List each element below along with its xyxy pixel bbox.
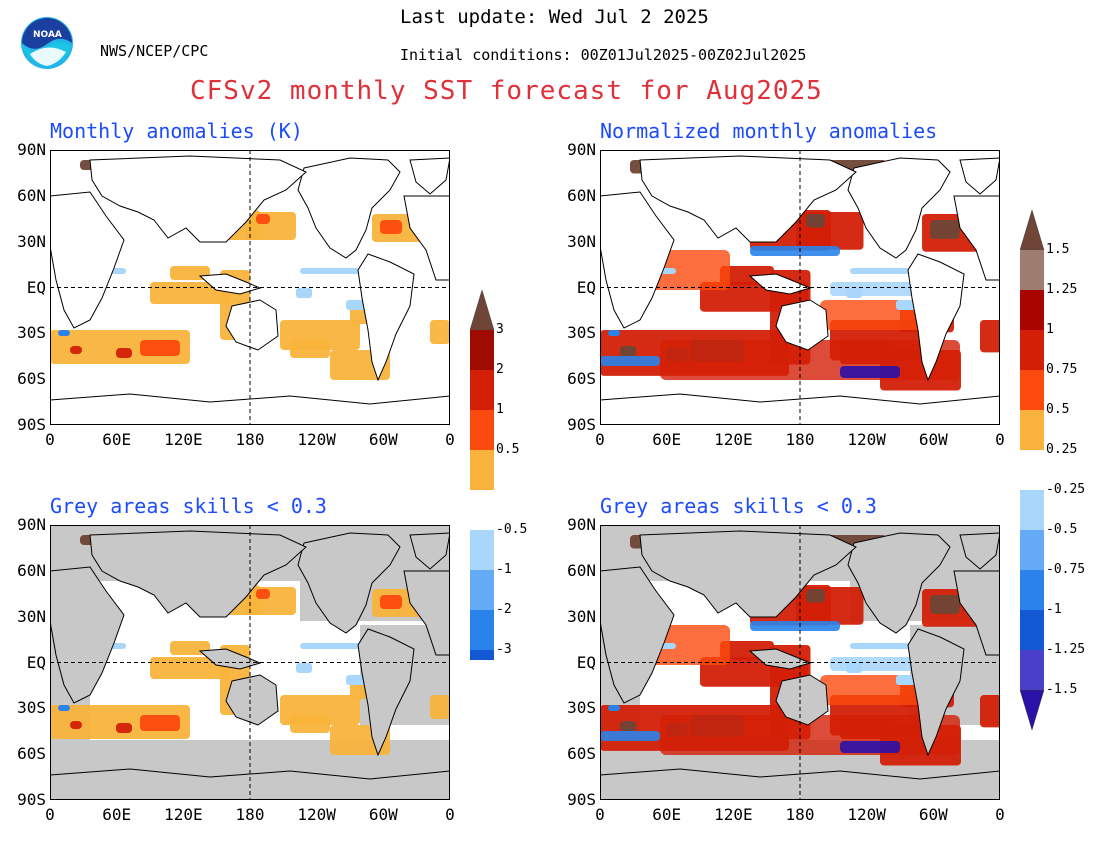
noaa-logo: NOAA <box>20 16 74 70</box>
lat-tick-label: 30S <box>567 698 596 718</box>
lat-tick-label: 30N <box>17 231 46 251</box>
lon-tick-label: 60E <box>652 430 682 449</box>
lon-tick-label: 60E <box>102 430 132 449</box>
lon-tick-label: 120W <box>297 805 336 824</box>
lon-tick-label: 60W <box>918 430 948 449</box>
lon-tick-label: 0 <box>45 430 55 449</box>
lon-tick-label: 120W <box>297 430 336 449</box>
colorbar-tick-label: 0.5 <box>496 442 520 457</box>
colorbar-tick-label: -1 <box>1046 602 1062 617</box>
lat-tick-label: 90S <box>567 790 596 809</box>
colorbar-tick-label: 0.5 <box>1046 402 1070 417</box>
colorbar-tick-label: -1.5 <box>1046 682 1078 697</box>
initial-conditions: Initial conditions: 00Z01Jul2025-00Z02Ju… <box>400 46 807 64</box>
lat-tick-label: EQ <box>576 652 596 672</box>
lon-tick-label: 0 <box>445 805 455 824</box>
colorbar-tick-label: -2 <box>496 602 512 617</box>
lat-tick-label: 90N <box>567 140 596 159</box>
lat-tick-label: 60S <box>17 744 46 764</box>
lat-tick-label: 90S <box>567 415 596 434</box>
org-label: NWS/NCEP/CPC <box>100 42 209 60</box>
noaa-logo-text: NOAA <box>33 30 62 40</box>
map-top-right <box>600 150 1000 425</box>
map-bottom-right <box>600 525 1000 800</box>
colorbar-tick-label: -3 <box>496 642 512 657</box>
map-top-left <box>50 150 450 425</box>
lon-tick-label: 180 <box>785 805 815 824</box>
lon-tick-label: 120W <box>847 430 886 449</box>
lat-tick-label: 60S <box>17 369 46 389</box>
lat-tick-label: EQ <box>576 277 596 297</box>
lat-tick-label: 60S <box>567 744 596 764</box>
lat-tick-label: 90N <box>567 515 596 534</box>
colorbar-tick-label: 0.25 <box>1046 442 1078 457</box>
lat-tick-label: 60N <box>17 560 46 580</box>
lat-tick-label: 90N <box>17 515 46 534</box>
lon-tick-label: 0 <box>595 430 605 449</box>
lon-tick-label: 0 <box>45 805 55 824</box>
colorbar-normalized <box>1020 210 1044 731</box>
lon-tick-label: 120E <box>714 805 753 824</box>
lon-tick-label: 120W <box>847 805 886 824</box>
colorbar-tick-label: 1 <box>496 402 504 417</box>
lat-tick-label: 30N <box>17 606 46 626</box>
lon-tick-label: 60W <box>368 805 398 824</box>
lat-tick-label: 30N <box>567 606 596 626</box>
colorbar-anomaly <box>470 290 494 660</box>
lon-tick-label: 180 <box>235 805 265 824</box>
lon-tick-label: 60E <box>652 805 682 824</box>
lon-tick-label: 60E <box>102 805 132 824</box>
colorbar-tick-label: 1.25 <box>1046 282 1078 297</box>
lat-tick-label: 60N <box>567 185 596 205</box>
colorbar-tick-label: -0.25 <box>1046 482 1086 497</box>
lon-tick-label: 60W <box>918 805 948 824</box>
colorbar-tick-label: -1 <box>496 562 512 577</box>
colorbar-tick-label: -0.5 <box>1046 522 1078 537</box>
colorbar-tick-label: -0.5 <box>496 522 528 537</box>
lat-tick-label: 60N <box>567 560 596 580</box>
lat-tick-label: 30S <box>17 323 46 343</box>
lon-tick-label: 0 <box>995 430 1005 449</box>
lon-tick-label: 120E <box>714 430 753 449</box>
colorbar-tick-label: 3 <box>496 322 504 337</box>
colorbar-tick-label: 0.75 <box>1046 362 1078 377</box>
colorbar-tick-label: 1.5 <box>1046 242 1070 257</box>
lat-tick-label: 30S <box>567 323 596 343</box>
lat-tick-label: 90S <box>17 790 46 809</box>
last-update: Last update: Wed Jul 2 2025 <box>400 6 709 28</box>
lat-tick-label: 90N <box>17 140 46 159</box>
lat-tick-label: 90S <box>17 415 46 434</box>
lat-tick-label: EQ <box>26 277 46 297</box>
lon-tick-label: 180 <box>235 430 265 449</box>
lon-tick-label: 120E <box>164 805 203 824</box>
lat-tick-label: 60N <box>17 185 46 205</box>
panel-title-bottom-right: Grey areas skills < 0.3 <box>600 494 877 518</box>
lon-tick-label: 0 <box>595 805 605 824</box>
panel-title-top-right: Normalized monthly anomalies <box>600 119 938 143</box>
lon-tick-label: 180 <box>785 430 815 449</box>
main-title: CFSv2 monthly SST forecast for Aug2025 <box>190 76 823 106</box>
lon-tick-label: 0 <box>445 430 455 449</box>
panel-title-top-left: Monthly anomalies (K) <box>50 119 303 143</box>
colorbar-tick-label: 1 <box>1046 322 1054 337</box>
lon-tick-label: 120E <box>164 430 203 449</box>
lat-tick-label: EQ <box>26 652 46 672</box>
colorbar-tick-label: -0.75 <box>1046 562 1086 577</box>
map-bottom-left <box>50 525 450 800</box>
colorbar-tick-label: -1.25 <box>1046 642 1086 657</box>
lon-tick-label: 0 <box>995 805 1005 824</box>
lat-tick-label: 60S <box>567 369 596 389</box>
lon-tick-label: 60W <box>368 430 398 449</box>
panel-title-bottom-left: Grey areas skills < 0.3 <box>50 494 327 518</box>
lat-tick-label: 30N <box>567 231 596 251</box>
lat-tick-label: 30S <box>17 698 46 718</box>
colorbar-tick-label: 2 <box>496 362 504 377</box>
